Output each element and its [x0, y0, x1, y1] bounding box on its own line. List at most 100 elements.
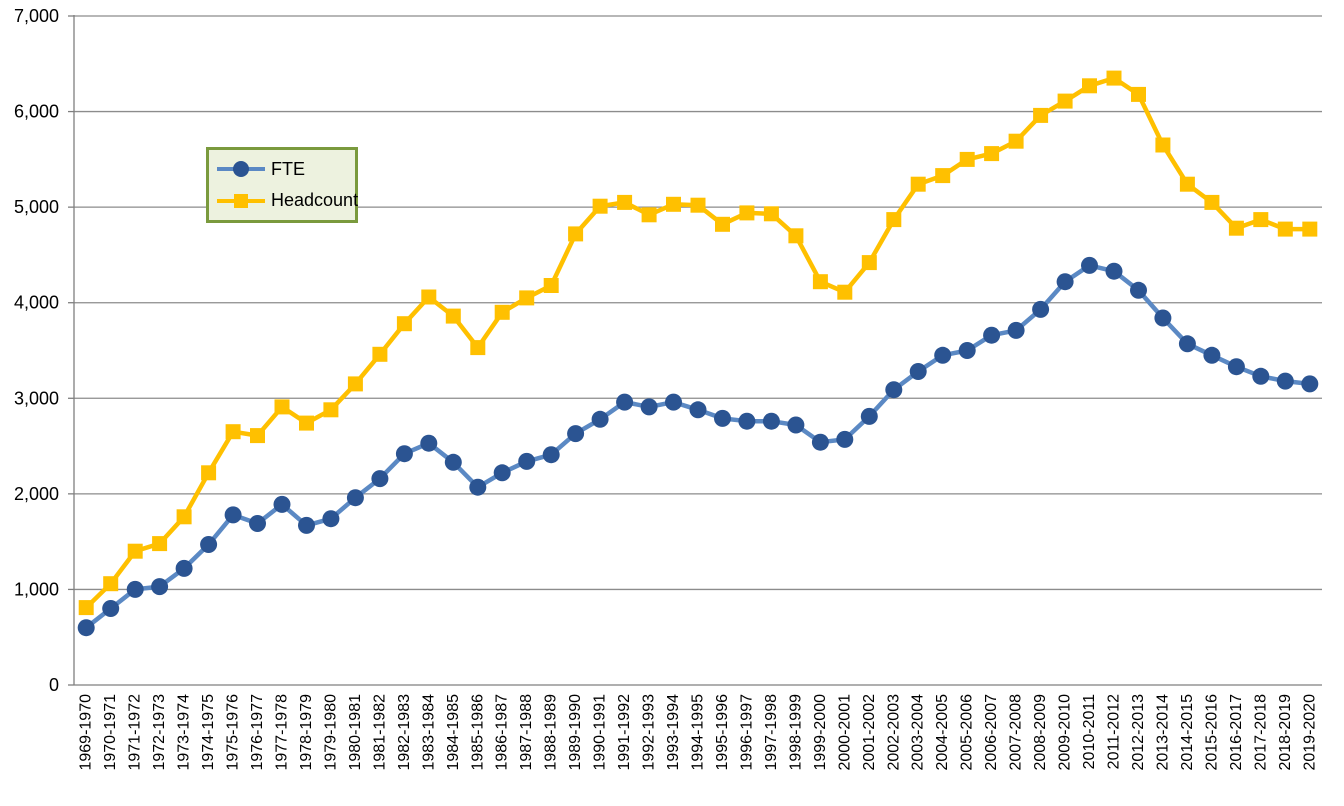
data-point-headcount	[299, 415, 314, 431]
data-point-headcount	[1204, 194, 1220, 210]
x-tick-label: 1980-1981	[347, 694, 364, 771]
data-point-headcount	[763, 206, 779, 222]
x-tick-label: 1991-1992	[616, 694, 633, 771]
data-point-fte	[689, 401, 707, 419]
x-tick-label: 1974-1975	[200, 694, 217, 771]
data-point-fte	[77, 619, 95, 637]
data-point-headcount	[935, 168, 951, 184]
data-point-fte	[1130, 281, 1147, 299]
data-point-headcount	[494, 304, 510, 320]
y-tick-label: 2,000	[14, 484, 59, 504]
data-point-fte	[151, 578, 169, 596]
x-tick-label: 1988-1989	[543, 694, 560, 771]
data-point-fte	[934, 346, 952, 364]
data-point-headcount	[421, 289, 437, 305]
data-point-headcount	[788, 228, 804, 244]
data-point-fte	[1178, 335, 1196, 353]
x-tick-label: 1981-1982	[371, 694, 388, 771]
x-tick-label: 1999-2000	[812, 694, 829, 771]
x-tick-label: 2018-2019	[1277, 694, 1294, 771]
x-tick-label: 2010-2011	[1081, 694, 1098, 769]
x-tick-label: 1986-1987	[494, 694, 511, 771]
data-point-fte	[175, 559, 193, 577]
data-point-fte	[1203, 346, 1221, 364]
series-line-fte	[83, 263, 1313, 630]
data-point-fte	[493, 464, 511, 482]
data-point-headcount	[396, 316, 412, 332]
data-point-fte	[591, 410, 609, 428]
data-point-headcount	[323, 402, 339, 418]
x-tick-label: 1969-1970	[78, 694, 95, 771]
data-point-headcount	[519, 290, 535, 306]
x-tick-label: 2004-2005	[934, 694, 951, 771]
data-point-fte	[102, 600, 120, 617]
data-point-headcount	[1008, 133, 1024, 149]
legend-label-fte: FTE	[271, 158, 305, 179]
data-point-fte	[1105, 262, 1123, 280]
data-point-fte	[1154, 309, 1172, 327]
data-point-headcount	[372, 346, 388, 362]
data-point-headcount	[225, 424, 241, 440]
x-tick-label: 1989-1990	[567, 694, 584, 771]
data-point-fte	[1081, 256, 1098, 274]
data-point-headcount	[103, 576, 119, 592]
data-point-headcount	[347, 376, 363, 392]
data-point-headcount	[666, 196, 681, 212]
data-point-fte	[518, 452, 536, 470]
y-tick-label: 5,000	[14, 197, 59, 217]
data-point-fte	[322, 510, 340, 528]
data-point-fte	[249, 515, 266, 532]
data-point-fte	[714, 409, 731, 427]
data-point-headcount	[176, 509, 192, 525]
x-tick-label: 2014-2015	[1179, 694, 1196, 771]
data-point-fte	[469, 478, 487, 496]
data-point-headcount	[812, 274, 828, 290]
data-point-fte	[371, 470, 389, 488]
data-point-fte	[1252, 367, 1270, 385]
x-tick-label: 2009-2010	[1057, 694, 1074, 771]
data-point-headcount	[690, 197, 706, 213]
data-point-fte	[885, 381, 903, 399]
x-tick-label: 2016-2017	[1228, 694, 1245, 771]
data-point-fte	[273, 495, 291, 513]
data-point-headcount	[1179, 176, 1195, 192]
legend-label-headcount: Headcount	[271, 190, 359, 211]
x-tick-label: 1994-1995	[690, 694, 707, 771]
x-tick-label: 2011-2012	[1106, 694, 1123, 769]
data-point-fte	[567, 425, 585, 443]
data-point-headcount	[739, 205, 755, 221]
x-tick-label: 1975-1976	[225, 694, 242, 771]
data-point-headcount	[1082, 78, 1097, 94]
data-point-fte	[395, 445, 413, 463]
y-tick-label: 7,000	[14, 6, 59, 26]
data-point-fte	[224, 506, 242, 524]
y-tick-label: 3,000	[14, 388, 59, 408]
x-tick-label: 1992-1993	[641, 694, 658, 771]
x-tick-label: 2013-2014	[1154, 694, 1171, 771]
data-point-headcount	[592, 198, 608, 214]
fte-line-marker-swatch	[217, 159, 265, 179]
data-point-headcount	[837, 284, 853, 300]
headcount-square-marker-icon	[234, 193, 248, 208]
data-point-headcount	[78, 600, 94, 616]
data-point-fte	[542, 446, 560, 464]
fte-circle-marker-icon	[233, 161, 249, 178]
x-tick-label: 1971-1972	[127, 694, 144, 771]
data-point-headcount	[1106, 70, 1122, 86]
x-tick-label: 1984-1985	[445, 694, 462, 771]
x-tick-label: 1993-1994	[665, 694, 682, 771]
x-tick-label: 1972-1973	[151, 694, 168, 771]
data-point-headcount	[1253, 212, 1269, 228]
x-tick-label: 1982-1983	[396, 694, 413, 771]
data-point-fte	[1301, 375, 1319, 393]
x-tick-label: 2005-2006	[959, 694, 976, 771]
x-tick-label: 2008-2009	[1032, 694, 1049, 771]
data-point-fte	[346, 489, 364, 507]
x-tick-label: 1970-1971	[102, 694, 119, 771]
x-tick-label: 1995-1996	[714, 694, 731, 771]
x-tick-label: 2001-2002	[861, 694, 878, 771]
data-point-headcount	[543, 278, 559, 293]
x-tick-label: 2006-2007	[983, 694, 1000, 771]
data-point-fte	[787, 416, 805, 434]
